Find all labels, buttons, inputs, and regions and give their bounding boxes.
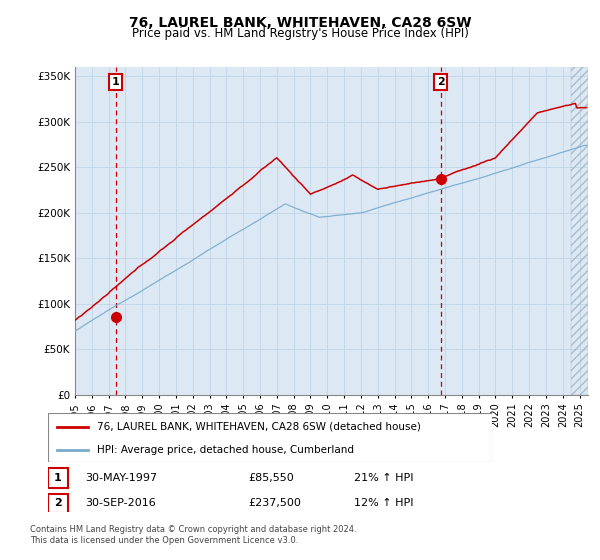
Bar xyxy=(48,468,68,488)
Text: 1: 1 xyxy=(54,473,62,483)
Text: 2: 2 xyxy=(54,498,62,508)
Text: £237,500: £237,500 xyxy=(248,498,302,508)
Text: HPI: Average price, detached house, Cumberland: HPI: Average price, detached house, Cumb… xyxy=(97,445,354,455)
Text: 30-MAY-1997: 30-MAY-1997 xyxy=(85,473,157,483)
Text: 21% ↑ HPI: 21% ↑ HPI xyxy=(354,473,414,483)
Text: £85,550: £85,550 xyxy=(248,473,295,483)
Bar xyxy=(48,493,68,513)
Text: 2: 2 xyxy=(437,77,445,87)
Text: 76, LAUREL BANK, WHITEHAVEN, CA28 6SW (detached house): 76, LAUREL BANK, WHITEHAVEN, CA28 6SW (d… xyxy=(97,422,421,432)
Text: 30-SEP-2016: 30-SEP-2016 xyxy=(85,498,156,508)
Text: 76, LAUREL BANK, WHITEHAVEN, CA28 6SW: 76, LAUREL BANK, WHITEHAVEN, CA28 6SW xyxy=(129,16,471,30)
Text: Price paid vs. HM Land Registry's House Price Index (HPI): Price paid vs. HM Land Registry's House … xyxy=(131,27,469,40)
Text: Contains HM Land Registry data © Crown copyright and database right 2024.
This d: Contains HM Land Registry data © Crown c… xyxy=(30,525,356,545)
Text: 1: 1 xyxy=(112,77,119,87)
Text: 12% ↑ HPI: 12% ↑ HPI xyxy=(354,498,414,508)
